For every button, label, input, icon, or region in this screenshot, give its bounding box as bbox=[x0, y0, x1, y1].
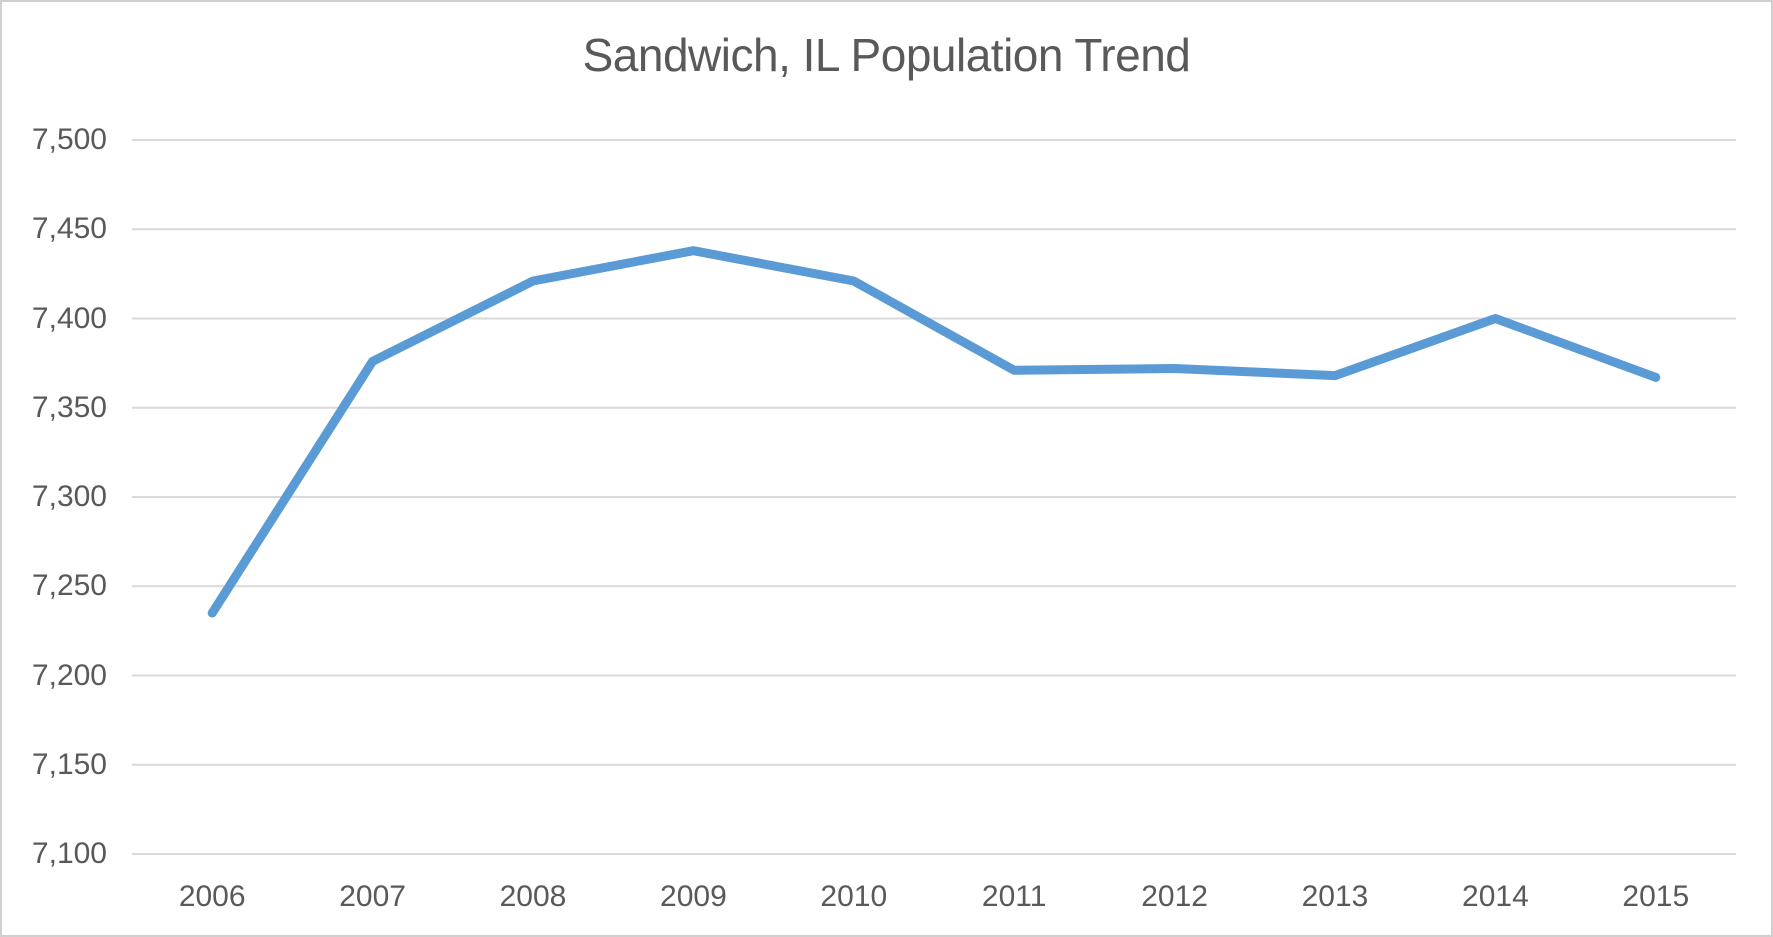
y-axis-tick-label: 7,100 bbox=[31, 837, 107, 870]
x-axis-tick-label: 2015 bbox=[1622, 880, 1690, 913]
x-axis-tick-label: 2007 bbox=[339, 880, 406, 913]
chart-title: Sandwich, IL Population Trend bbox=[582, 29, 1191, 81]
y-axis-tick-label: 7,450 bbox=[31, 212, 107, 246]
x-axis-tick-label: 2013 bbox=[1301, 880, 1369, 913]
x-axis-tick-label: 2012 bbox=[1141, 880, 1208, 913]
y-axis-tick-label: 7,200 bbox=[31, 658, 107, 692]
y-axis-tick-label: 7,350 bbox=[31, 390, 107, 424]
x-axis-tick-label: 2009 bbox=[660, 880, 727, 913]
y-axis-tick-label: 7,250 bbox=[31, 569, 107, 603]
y-axis-tick-label: 7,500 bbox=[31, 123, 107, 156]
x-axis-tick-label: 2008 bbox=[499, 880, 567, 913]
x-axis-tick-label: 2006 bbox=[178, 880, 246, 913]
x-axis-tick-label: 2011 bbox=[981, 880, 1047, 913]
x-axis-tick-label: 2014 bbox=[1462, 880, 1529, 913]
x-axis-tick-label: 2010 bbox=[820, 880, 888, 913]
y-axis-tick-label: 7,150 bbox=[31, 747, 107, 781]
y-axis-tick-label: 7,400 bbox=[31, 301, 107, 335]
y-axis-tick-label: 7,300 bbox=[31, 480, 107, 513]
population-trend-line bbox=[207, 246, 1661, 618]
